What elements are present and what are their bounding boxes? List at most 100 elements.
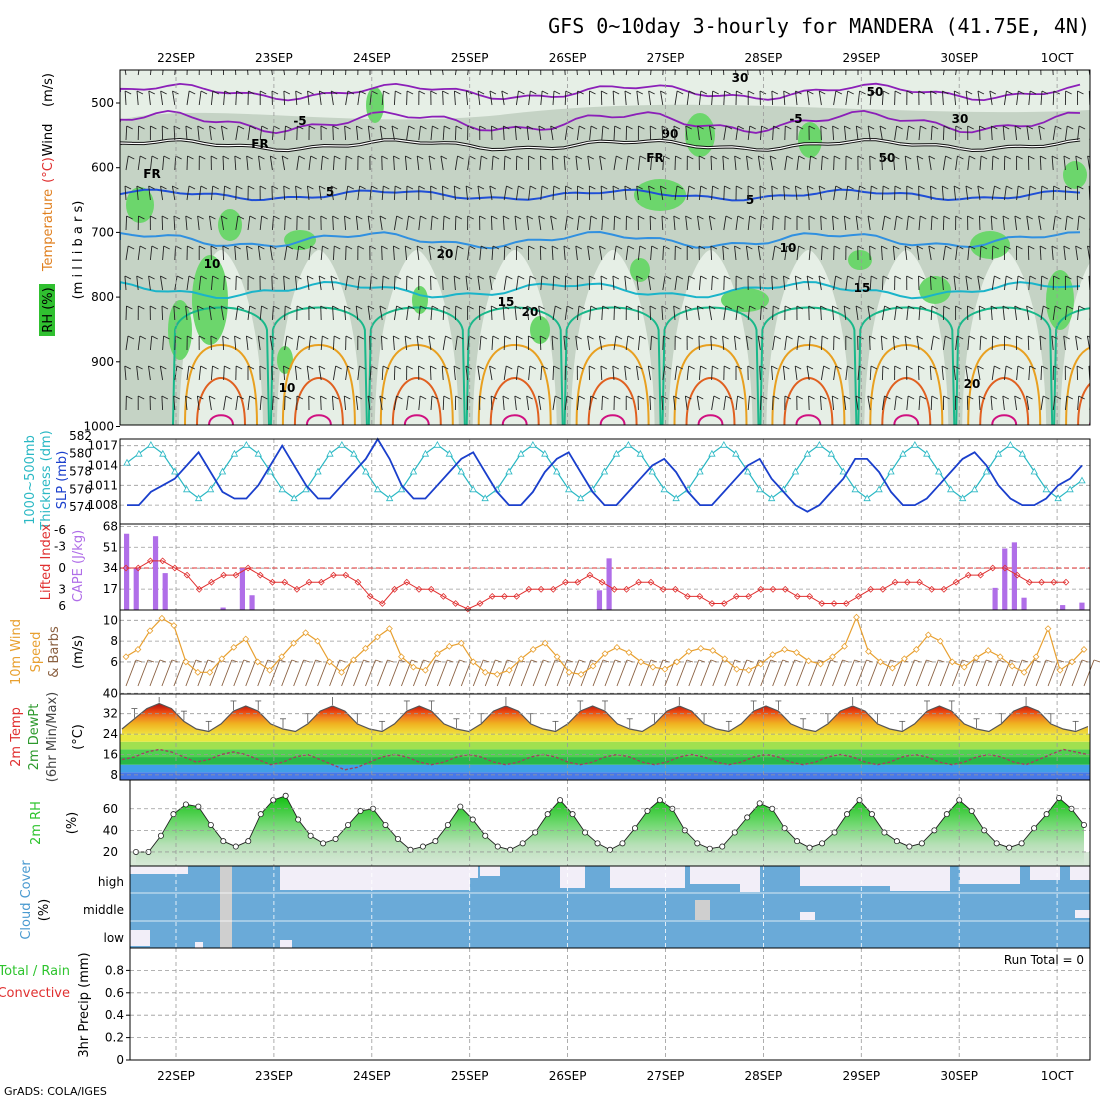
rh-moist-blob [277, 346, 293, 374]
wind-barb-flag [1004, 155, 1011, 160]
wind-barb-flag [737, 215, 745, 220]
wind-barb-flag [867, 305, 875, 310]
wind-barb-flag [489, 275, 496, 280]
temp-contour-30 [783, 376, 834, 425]
wind-barb-flag [807, 185, 814, 190]
wind-barb [723, 215, 727, 231]
lifted-index-point [928, 585, 936, 593]
wind-barb-flag [1028, 155, 1035, 160]
rh-point [594, 840, 601, 847]
wind-barb [977, 185, 981, 201]
wind-barb [967, 245, 970, 261]
wind-barb [332, 70, 335, 76]
wind-barb-flag [405, 245, 412, 250]
wind-barb-flag [662, 659, 670, 663]
wind-barb-flag [477, 365, 484, 370]
thickness-point [744, 467, 752, 475]
wind-barb-flag [811, 61, 817, 64]
wind-barb-flag [347, 185, 354, 190]
temp-contour-35 [501, 414, 528, 425]
cloud-clear-gap [130, 930, 150, 946]
wind-barb-flag [514, 305, 522, 310]
wind-barb [223, 365, 225, 381]
wind-barb-flag [356, 125, 363, 130]
wind-barb [174, 335, 176, 351]
wind-barb-flag [553, 275, 560, 280]
wind-barb [526, 395, 530, 411]
wind-barb [551, 335, 554, 351]
wind-barb [318, 90, 322, 106]
wind-barb [149, 245, 153, 261]
wind-barb-flag [505, 61, 511, 64]
slp-series-line [127, 437, 1083, 513]
thickness-point [278, 485, 286, 493]
wind-barb [869, 365, 872, 381]
wind-barb-flag [847, 365, 854, 370]
wind-speed-point [673, 658, 681, 666]
wind-barb [918, 395, 921, 411]
wind-barb-flag [810, 155, 817, 160]
wind-barb-flag [435, 659, 442, 663]
wind-barb [1014, 395, 1018, 411]
date-label-top: 29SEP [842, 51, 880, 65]
wind-barb [942, 245, 946, 261]
wind-barb-flag [786, 335, 793, 340]
wind-barb-flag [320, 305, 327, 310]
wind-barb-flag [1063, 245, 1071, 250]
wind-barb-flag [224, 185, 231, 190]
wind-barb [198, 185, 202, 201]
wind-barb [1077, 125, 1080, 141]
wind-barb-flag [566, 659, 574, 663]
temp-area-fill [122, 703, 1088, 735]
wind-speed-point [517, 655, 525, 663]
wind-barb [539, 335, 542, 351]
temp-color-band [120, 741, 1090, 750]
wind-barb [503, 365, 507, 381]
label-pressure: (m i l l i b a r s) [71, 201, 86, 300]
wind-speed-point [350, 656, 357, 664]
wind-barb-flag [783, 365, 790, 370]
wind-barb [978, 305, 981, 321]
wind-barb-flag [746, 659, 753, 663]
wind-barb [674, 185, 678, 201]
wind-barb-flag [870, 275, 878, 280]
wind-barb [330, 275, 334, 291]
wind-speed-point [290, 639, 298, 647]
wind-barb [454, 125, 457, 141]
wind-barb-flag [269, 335, 277, 340]
rh-point [320, 840, 327, 847]
wind-barb-flag [363, 659, 370, 663]
wind-barb [367, 395, 371, 411]
wind-speed-point [386, 625, 393, 633]
lifted-index-point [562, 578, 569, 586]
temp-contour [120, 138, 1081, 152]
wind-barb-flag [698, 245, 706, 250]
wind-barb [772, 245, 776, 261]
wind-barb [404, 245, 408, 261]
wind-barb-flag [271, 185, 279, 190]
wind-barb [625, 245, 629, 261]
rh-point [557, 797, 564, 804]
rh-point [756, 800, 763, 807]
wind-barb-flag [575, 155, 583, 160]
axis-tick-label: 0.6 [105, 986, 124, 1000]
wind-barb-flag [249, 395, 256, 400]
credit: GrADS: COLA/IGES [4, 1085, 107, 1098]
temp-contour-30 [1077, 382, 1090, 425]
wind-barb-flag [283, 90, 291, 95]
wind-barb [784, 245, 788, 261]
cape-bar [1021, 597, 1027, 610]
wind-barb [1064, 395, 1068, 411]
wind-barb-flag [383, 90, 390, 95]
wind-barb-flag [514, 215, 522, 220]
wind-barb-flag [163, 245, 170, 250]
wind-barb-flag [128, 155, 135, 160]
wind-barb [247, 305, 251, 321]
wind-barb-flag [420, 215, 427, 220]
wind-barb-flag [906, 185, 914, 190]
wind-barb [771, 185, 774, 201]
lifted-index-point [794, 593, 801, 600]
wind-barb-flag [526, 305, 533, 310]
wind-barb-flag [847, 185, 854, 190]
rh-point [731, 829, 738, 836]
